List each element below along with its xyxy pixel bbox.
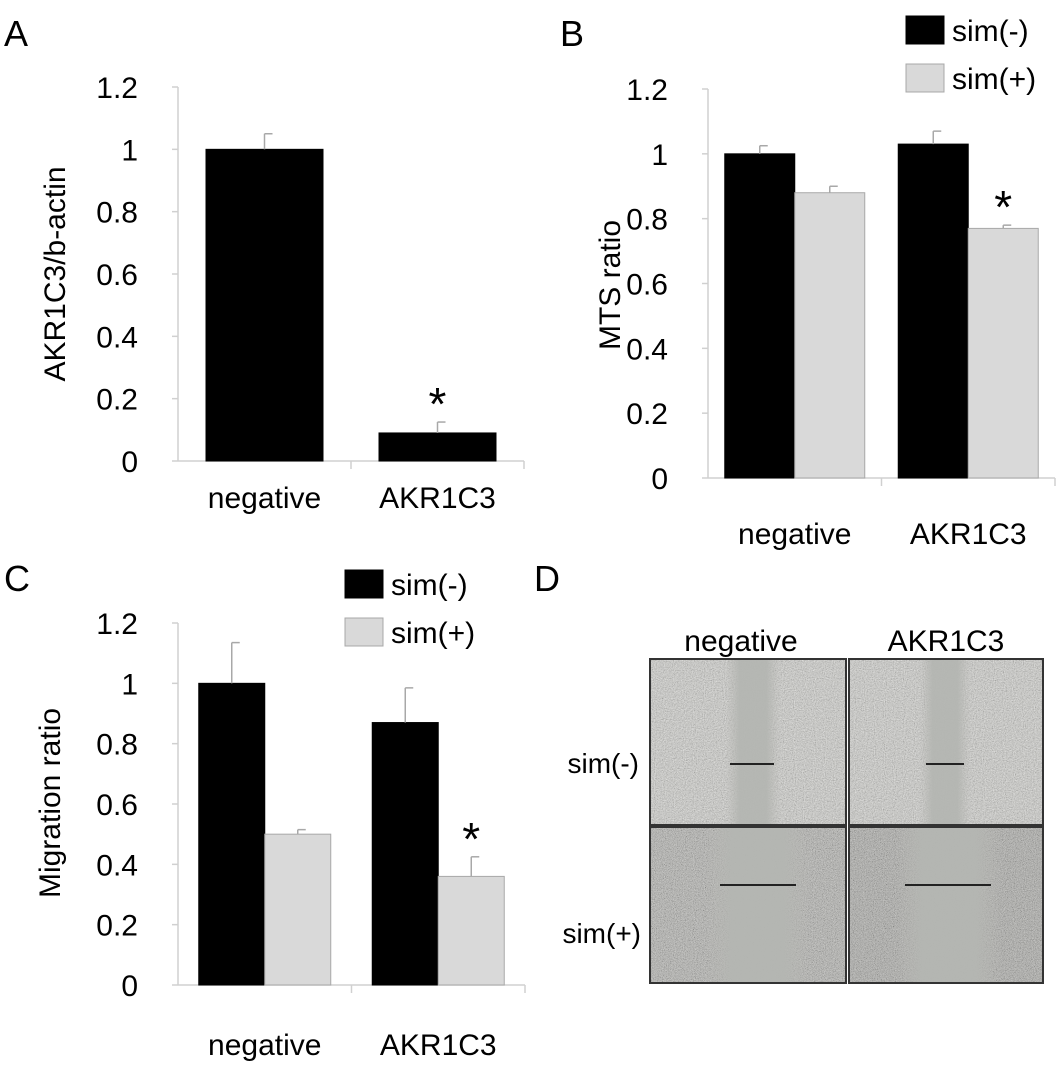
- wound-healing-images: D negative AKR1C3 sim(-) sim(+): [534, 558, 1044, 984]
- panel-a: A 0 0.2 0.4 0.6 0.8 1 1.2 AKR1C3/b-actin negative…: [0, 0, 530, 535]
- panel-d-column-negative: negative: [684, 625, 797, 658]
- y-tick-label: 0.6: [626, 269, 668, 302]
- panel-letter-c: C: [4, 558, 30, 599]
- significance-asterisk: *: [462, 813, 480, 865]
- category-label-negative: negative: [208, 1029, 321, 1062]
- micrograph-negative-sim-minus: [649, 658, 847, 826]
- y-tick-label: 0.6: [96, 259, 138, 292]
- legend-label: sim(-): [952, 15, 1029, 48]
- panel-d-column-akr1c3: AKR1C3: [888, 625, 1005, 658]
- y-tick-label: 0.2: [96, 384, 138, 417]
- category-label-akr1c3: AKR1C3: [910, 518, 1027, 551]
- y-tick-label: 1: [651, 139, 668, 172]
- y-axis-label: MTS ratio: [594, 220, 627, 350]
- panel-c: C 0 0.2 0.4 0.6 0.8 1 1.2 Migration ratio negativ…: [0, 545, 530, 1070]
- panel-d: D negative AKR1C3 sim(-) sim(+): [530, 545, 1063, 1070]
- micrograph-akr1c3-sim-minus: [848, 658, 1044, 826]
- bar-akr1c3-simplus: [437, 875, 505, 986]
- legend-swatch: [344, 569, 384, 599]
- chart-a: A 0 0.2 0.4 0.6 0.8 1 1.2 AKR1C3/b-actin negative…: [4, 13, 525, 515]
- panel-d-row-sim-minus: sim(-): [567, 748, 639, 779]
- legend-swatch: [905, 63, 945, 93]
- y-tick-label: 0.2: [96, 910, 138, 943]
- y-tick-label: 0.2: [626, 398, 668, 431]
- panel-b: B 0 0.2 0.4 0.6 0.8 1 1.2 MTS ratio negative AKR1C…: [530, 0, 1063, 560]
- panel-d-letter: D: [534, 558, 560, 599]
- legend-label: sim(+): [391, 617, 475, 650]
- micrograph-akr1c3-sim-plus: [848, 826, 1044, 984]
- y-tick-label: 1: [121, 668, 138, 701]
- y-axis-label: AKR1C3/b-actin: [39, 166, 72, 381]
- y-tick-label: 1.2: [626, 74, 668, 107]
- bar-negative-simplus: [794, 192, 866, 479]
- y-axis-label: Migration ratio: [34, 708, 67, 898]
- legend-swatch: [905, 15, 945, 45]
- panel-d-row-sim-plus: sim(+): [562, 918, 641, 949]
- y-tick-label: 1.2: [96, 608, 138, 641]
- y-tick-label: 0.4: [626, 333, 668, 366]
- y-tick-label: 0.8: [96, 729, 138, 762]
- bar-akr1c3-simminus: [371, 722, 439, 986]
- y-tick-label: 0: [121, 970, 138, 1003]
- y-tick-label: 0.6: [96, 789, 138, 822]
- y-tick-label: 1.2: [96, 72, 138, 105]
- bar-negative-simminus: [198, 682, 266, 986]
- legend-label: sim(-): [391, 569, 468, 602]
- y-tick-label: 0: [651, 463, 668, 496]
- y-tick-label: 0.4: [96, 849, 138, 882]
- chart-c: C 0 0.2 0.4 0.6 0.8 1 1.2 Migration ratio negativ…: [4, 558, 526, 1062]
- bar-akr1c3-simminus: [897, 143, 969, 479]
- category-label-negative: negative: [208, 482, 321, 515]
- category-label-negative: negative: [738, 518, 851, 551]
- category-label-akr1c3: AKR1C3: [379, 482, 496, 515]
- bar-akr1c3-simplus: [967, 227, 1039, 479]
- micrograph-negative-sim-plus: [649, 826, 847, 984]
- y-tick-label: 1: [121, 134, 138, 167]
- panel-letter-a: A: [4, 13, 28, 54]
- y-tick-label: 0: [121, 446, 138, 479]
- bar-negative-simplus: [264, 833, 332, 986]
- legend-swatch: [344, 617, 384, 647]
- bar-negative: [205, 148, 324, 462]
- bar-negative-simminus: [724, 153, 796, 479]
- y-tick-label: 0.8: [96, 197, 138, 230]
- chart-b: B 0 0.2 0.4 0.6 0.8 1 1.2 MTS ratio negative AKR1C…: [560, 13, 1056, 551]
- bar-akr1c3: [378, 432, 497, 462]
- legend-label: sim(+): [952, 63, 1036, 96]
- significance-asterisk: *: [429, 378, 447, 430]
- y-tick-label: 0.8: [626, 204, 668, 237]
- significance-asterisk: *: [994, 181, 1012, 233]
- panel-letter-b: B: [560, 13, 584, 54]
- category-label-akr1c3: AKR1C3: [380, 1029, 497, 1062]
- y-tick-label: 0.4: [96, 321, 138, 354]
